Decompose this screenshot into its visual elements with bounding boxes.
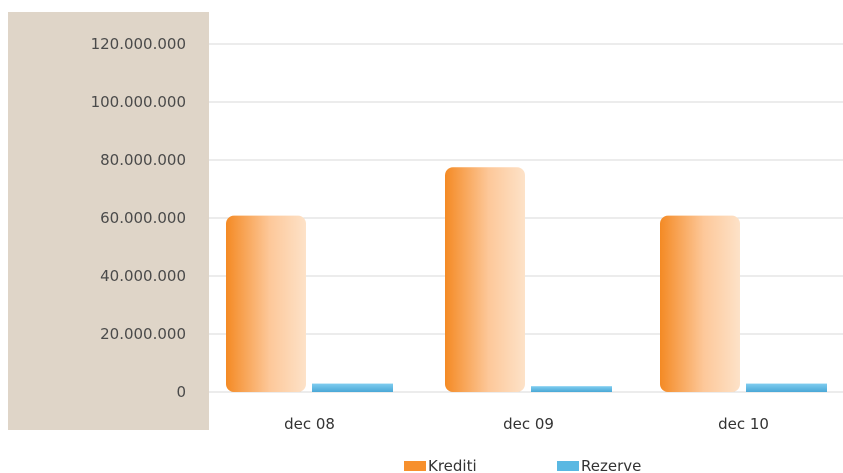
legend: Krediti Rezerve [404,457,641,473]
bar-rezerve-dec-09 [531,386,612,392]
y-tick-label: 20.000.000 [100,325,186,343]
y-tick-label: 120.000.000 [91,35,186,53]
y-axis-ticks: 0 20.000.000 40.000.000 60.000.000 80.000.00… [91,35,186,401]
y-axis-panel [8,12,209,430]
bar-krediti-dec-10 [660,215,740,392]
x-category-label: dec 10 [718,415,769,433]
legend-swatch-krediti [404,461,426,471]
bar-krediti-dec-09 [445,167,525,392]
bars [226,167,827,392]
y-tick-label: 100.000.000 [91,93,186,111]
bar-rezerve-dec-08 [312,383,393,392]
legend-label-krediti: Krediti [428,457,477,473]
y-tick-label: 80.000.000 [100,151,186,169]
legend-label-rezerve: Rezerve [581,457,641,473]
x-category-label: dec 08 [284,415,335,433]
legend-swatch-rezerve [557,461,579,471]
y-tick-label: 40.000.000 [100,267,186,285]
bar-rezerve-dec-10 [746,383,827,392]
x-category-label: dec 09 [503,415,554,433]
y-tick-label: 60.000.000 [100,209,186,227]
y-tick-label: 0 [176,383,186,401]
bar-krediti-dec-08 [226,215,306,392]
x-axis-categories: dec 08 dec 09 dec 10 [284,415,769,433]
